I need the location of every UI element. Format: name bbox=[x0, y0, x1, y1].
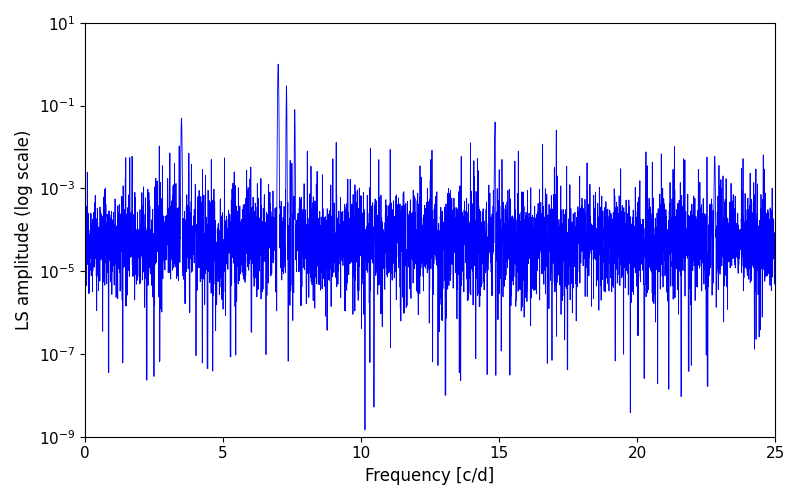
X-axis label: Frequency [c/d]: Frequency [c/d] bbox=[366, 467, 494, 485]
Y-axis label: LS amplitude (log scale): LS amplitude (log scale) bbox=[15, 130, 33, 330]
